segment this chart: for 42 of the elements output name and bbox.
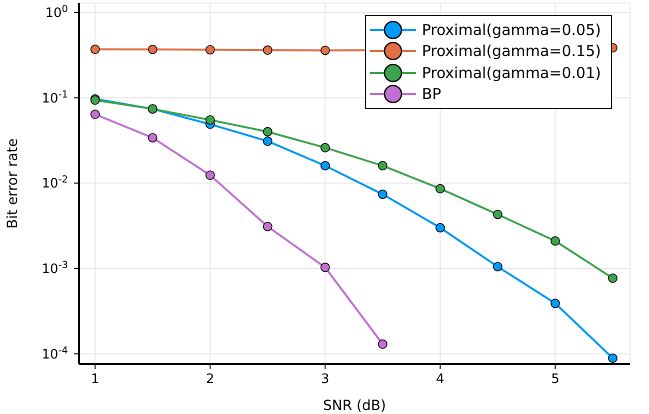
y-tick-label: 10$^{0}$ xyxy=(45,3,68,21)
point xyxy=(493,262,502,272)
point xyxy=(378,161,388,170)
x-tick-label: 3 xyxy=(321,372,330,387)
point xyxy=(90,44,100,54)
point xyxy=(550,236,560,246)
point xyxy=(262,127,272,136)
y-tick-label: 10$^{-3}$ xyxy=(42,260,68,278)
legend-label: Proximal(gamma=0.01) xyxy=(422,64,601,82)
x-tick-label: 5 xyxy=(551,372,560,387)
point xyxy=(262,222,272,232)
x-tick-label: 4 xyxy=(436,372,444,387)
legend-label: BP xyxy=(422,85,442,104)
point xyxy=(148,44,158,54)
point xyxy=(608,273,618,283)
point xyxy=(262,136,272,146)
point xyxy=(320,46,330,56)
point xyxy=(148,133,158,142)
point xyxy=(378,339,388,349)
point xyxy=(205,115,215,125)
point xyxy=(262,45,272,55)
point xyxy=(608,353,618,363)
point xyxy=(378,190,388,199)
point xyxy=(436,223,445,232)
y-tick-label: 10$^{-4}$ xyxy=(42,344,68,362)
point xyxy=(90,110,100,120)
point xyxy=(320,143,330,152)
point xyxy=(550,298,560,308)
x-tick-label: 1 xyxy=(90,372,100,387)
point xyxy=(205,170,215,180)
y-axis-title: Bit error rate xyxy=(4,138,21,229)
legend-label: Proximal(gamma=0.05) xyxy=(422,20,601,39)
y-tick-label: 10$^{-1}$ xyxy=(42,88,68,106)
x-axis-title: SNR (dB) xyxy=(323,398,386,414)
point xyxy=(320,161,330,170)
y-tick-label: 10$^{-2}$ xyxy=(42,174,68,192)
point xyxy=(205,45,215,54)
point xyxy=(493,210,502,220)
point xyxy=(436,184,445,194)
point xyxy=(320,262,330,272)
x-tick-label: 2 xyxy=(206,372,214,387)
legend-label: Proximal(gamma=0.15) xyxy=(422,42,601,60)
